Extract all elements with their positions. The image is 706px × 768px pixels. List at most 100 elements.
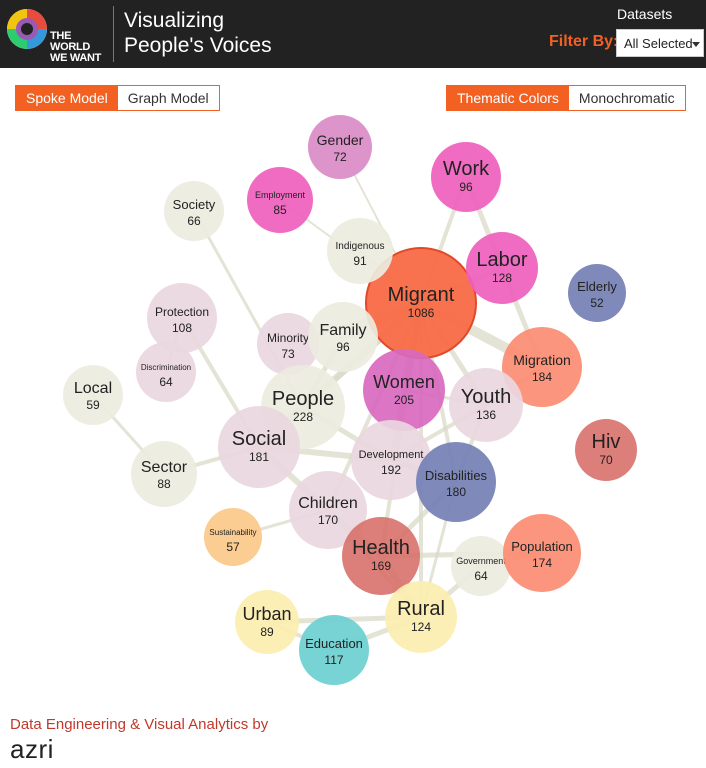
node-count: 228 — [293, 410, 313, 424]
node-population[interactable]: Population 174 — [503, 514, 581, 592]
filter-selected-value: All Selected — [624, 36, 693, 51]
node-indigenous[interactable]: Indigenous 91 — [327, 218, 393, 284]
logo-wordmark: THE WORLD WE WANT — [50, 30, 102, 64]
node-circle[interactable] — [466, 232, 538, 304]
node-circle[interactable] — [218, 406, 300, 488]
node-gender[interactable]: Gender 72 — [308, 115, 372, 179]
thematic-colors-button[interactable]: Thematic Colors — [447, 86, 569, 110]
node-society[interactable]: Society 66 — [164, 181, 224, 241]
node-circle[interactable] — [147, 283, 217, 353]
node-count: 64 — [474, 569, 488, 583]
node-circle[interactable] — [416, 442, 496, 522]
node-label: Society — [173, 197, 216, 212]
node-circle[interactable] — [431, 142, 501, 212]
node-circle[interactable] — [235, 590, 299, 654]
node-circle[interactable] — [131, 441, 197, 507]
node-employment[interactable]: Employment 85 — [247, 167, 313, 233]
node-circle[interactable] — [568, 264, 626, 322]
node-count: 88 — [157, 477, 171, 491]
node-count: 169 — [371, 559, 391, 573]
node-circle[interactable] — [342, 517, 420, 595]
node-label: Social — [232, 428, 286, 450]
node-circle[interactable] — [257, 313, 319, 375]
node-circle[interactable] — [351, 420, 431, 500]
node-count: 89 — [260, 625, 274, 639]
node-circle[interactable] — [204, 508, 262, 566]
node-circle[interactable] — [385, 581, 457, 653]
graph-model-button[interactable]: Graph Model — [117, 86, 219, 110]
node-circle[interactable] — [247, 167, 313, 233]
node-label: Family — [319, 322, 366, 339]
node-count: 59 — [86, 398, 100, 412]
spoke-model-button[interactable]: Spoke Model — [16, 86, 118, 110]
node-count: 181 — [249, 450, 269, 464]
azri-logo[interactable]: azri — [10, 734, 54, 764]
node-circle[interactable] — [363, 349, 445, 431]
node-circle[interactable] — [136, 342, 196, 402]
node-label: Hiv — [592, 431, 621, 453]
node-label: Local — [74, 380, 112, 397]
node-count: 96 — [336, 340, 350, 354]
node-minority[interactable]: Minority 73 — [257, 313, 319, 375]
node-protection[interactable]: Protection 108 — [147, 283, 217, 353]
monochromatic-button[interactable]: Monochromatic — [568, 86, 685, 110]
node-circle[interactable] — [503, 514, 581, 592]
node-circle[interactable] — [289, 471, 367, 549]
node-count: 174 — [532, 556, 552, 570]
node-circle[interactable] — [451, 536, 511, 596]
node-circle[interactable] — [449, 368, 523, 442]
node-label: Urban — [242, 604, 291, 624]
node-circle[interactable] — [308, 302, 378, 372]
node-label: Work — [443, 158, 490, 180]
node-circle[interactable] — [308, 115, 372, 179]
node-disabilities[interactable]: Disabilities 180 — [416, 442, 496, 522]
node-label: Education — [305, 636, 363, 651]
footer-credit: Data Engineering & Visual Analytics by — [10, 716, 269, 733]
node-label: Elderly — [577, 279, 617, 294]
node-count: 91 — [353, 254, 367, 268]
node-count: 96 — [459, 180, 473, 194]
node-circle[interactable] — [164, 181, 224, 241]
network-graph[interactable]: Migrant1086Gender72Work96Employment85Soc… — [0, 110, 706, 700]
node-circle[interactable] — [502, 327, 582, 407]
node-circle[interactable] — [327, 218, 393, 284]
node-education[interactable]: Education 117 — [299, 615, 369, 685]
node-count: 184 — [532, 370, 552, 384]
node-label: Rural — [397, 598, 445, 620]
dataset-filter-select[interactable]: All Selected — [616, 29, 704, 57]
node-circle[interactable] — [299, 615, 369, 685]
node-count: 205 — [394, 393, 414, 407]
node-count: 170 — [318, 513, 338, 527]
node-circle[interactable] — [575, 419, 637, 481]
node-migration[interactable]: Migration 184 — [502, 327, 582, 407]
node-label: People — [272, 388, 334, 410]
node-count: 128 — [492, 271, 512, 285]
node-government[interactable]: Government 64 — [451, 536, 511, 596]
node-label: Minority — [267, 331, 309, 345]
node-count: 136 — [476, 408, 496, 422]
node-sustainability[interactable]: Sustainability 57 — [204, 508, 262, 566]
node-development[interactable]: Development 192 — [351, 420, 431, 500]
node-count: 70 — [599, 453, 613, 467]
node-elderly[interactable]: Elderly 52 — [568, 264, 626, 322]
datasets-label: Datasets — [617, 6, 673, 22]
color-toggle: Thematic Colors Monochromatic — [446, 85, 686, 111]
node-count: 1086 — [408, 306, 435, 320]
node-circle[interactable] — [63, 365, 123, 425]
node-discrimination[interactable]: Discrimination 64 — [136, 342, 196, 402]
node-label: Labor — [476, 249, 527, 271]
